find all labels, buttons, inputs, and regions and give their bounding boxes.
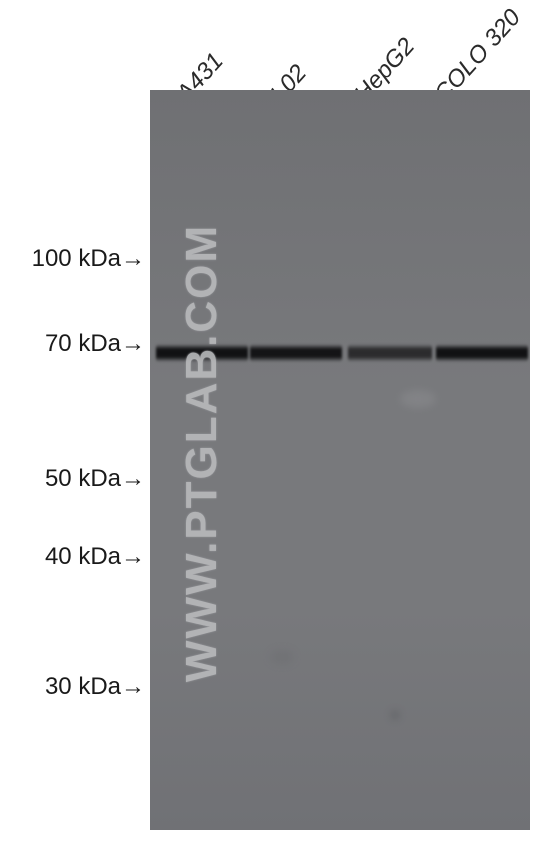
blot-smudge [270,650,294,664]
band-lane-3 [348,344,432,362]
mw-label-100: 100 kDa→ [0,245,145,273]
band-lane-1 [156,344,248,362]
mw-label-70: 70 kDa→ [0,330,145,358]
mw-label-50: 50 kDa→ [0,465,145,493]
mw-label-40: 40 kDa→ [0,543,145,571]
band-lane-4 [436,344,528,362]
blot-background [150,90,530,830]
western-blot-membrane [150,90,530,830]
blot-smudge [400,390,436,408]
blot-smudge [390,710,400,720]
mw-label-30: 30 kDa→ [0,673,145,701]
band-lane-2 [250,344,342,362]
molecular-weight-labels: 100 kDa→ 70 kDa→ 50 kDa→ 40 kDa→ 30 kDa→ [0,0,150,850]
